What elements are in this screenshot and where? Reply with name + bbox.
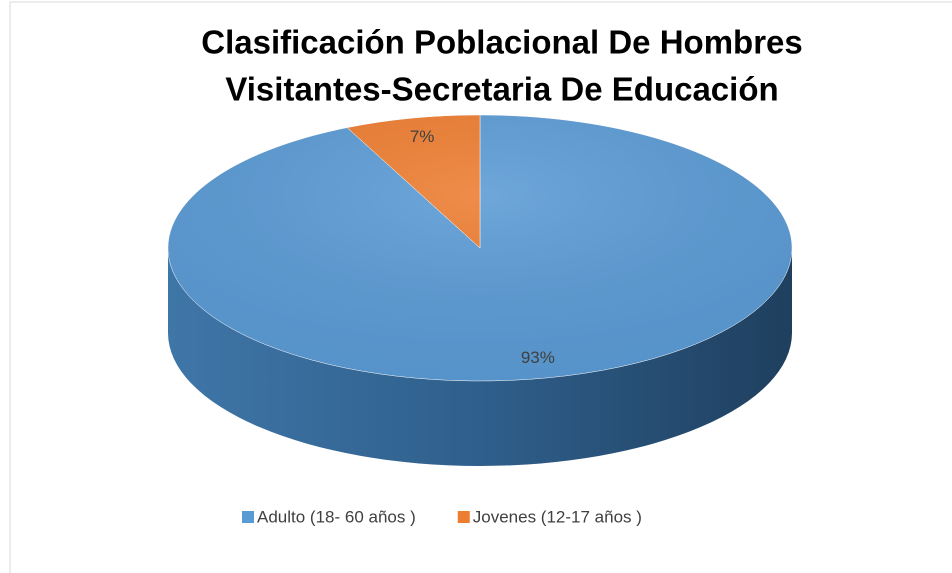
legend-label: Jovenes (12-17 años ) (473, 507, 642, 526)
chart-title: Visitantes-Secretaria De Educación (225, 71, 778, 108)
legend: Adulto (18- 60 años ) Jovenes (12-17 años… (242, 507, 642, 526)
legend-swatch (457, 511, 470, 523)
legend-swatch (242, 511, 254, 523)
chart-title: Clasificación Poblacional De Hombres (201, 24, 803, 61)
legend-label: Adulto (18- 60 años ) (257, 507, 416, 526)
pie: 93% 7% (167, 114, 793, 466)
pie-side (168, 248, 792, 466)
data-label: 7% (410, 127, 435, 146)
data-label: 93% (521, 348, 555, 367)
